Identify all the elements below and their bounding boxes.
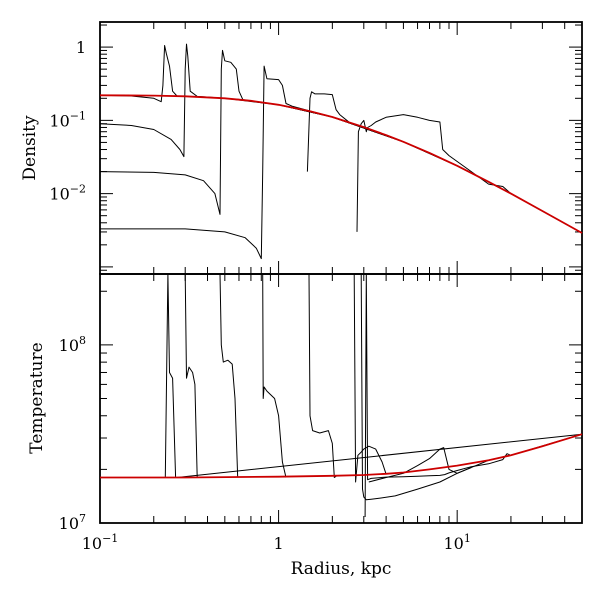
series-line <box>219 273 239 478</box>
series-line <box>99 45 583 234</box>
y-tick-label: 108 <box>59 334 86 355</box>
series-line <box>100 273 583 478</box>
temperature-plot-frame <box>99 273 583 524</box>
series-line <box>99 49 583 234</box>
series-line <box>99 43 583 234</box>
series-line <box>356 114 583 234</box>
series-line <box>100 65 583 260</box>
temperature-tick-marks <box>99 274 583 524</box>
temperature-series-group <box>100 273 583 518</box>
density-tick-marks <box>99 22 583 275</box>
density-y-axis-title: Density <box>20 115 40 181</box>
series-line <box>360 273 583 501</box>
x-tick-label: 10−1 <box>82 532 119 553</box>
density-y-tick-labels: 1 10−1 10−2 <box>49 38 86 204</box>
x-tick-label: 101 <box>443 532 470 553</box>
x-axis-title: Radius, kpc <box>291 559 392 579</box>
series-line <box>306 91 583 234</box>
series-line <box>368 447 472 483</box>
x-tick-labels: 10−1 1 101 <box>82 532 471 553</box>
density-plot-frame <box>99 21 583 275</box>
y-tick-label: 1 <box>76 38 86 57</box>
x-tick-label: 1 <box>273 534 283 553</box>
temperature-panel: 108 107 Temperature <box>27 273 583 533</box>
temperature-y-axis-title: Temperature <box>27 342 47 453</box>
density-series-group <box>99 43 583 260</box>
series-line <box>183 273 200 478</box>
temperature-y-tick-labels: 108 107 <box>59 334 86 533</box>
y-tick-label: 107 <box>59 512 86 533</box>
series-line <box>262 273 287 478</box>
series-line <box>353 273 387 483</box>
y-tick-label: 10−2 <box>49 183 86 204</box>
series-line <box>308 273 337 478</box>
series-line <box>100 433 583 479</box>
series-line <box>99 94 583 234</box>
y-tick-label: 10−1 <box>49 109 86 130</box>
series-line <box>364 273 583 518</box>
density-panel: 1 10−1 10−2 Density <box>20 21 583 275</box>
